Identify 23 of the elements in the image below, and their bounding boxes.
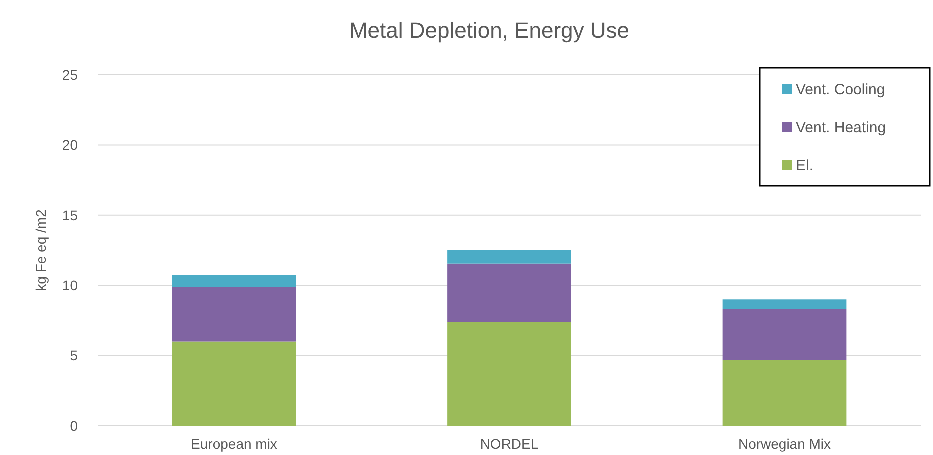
y-tick-label: 25 bbox=[62, 66, 78, 83]
bar bbox=[172, 275, 296, 288]
x-tick-label: NORDEL bbox=[480, 436, 539, 452]
legend-label: El. bbox=[796, 157, 814, 174]
x-tick-label: Norwegian Mix bbox=[738, 436, 832, 452]
y-tick-label: 0 bbox=[70, 418, 78, 434]
bar bbox=[448, 264, 572, 322]
legend-label: Vent. Heating bbox=[796, 119, 886, 136]
bar bbox=[722, 309, 847, 360]
chart-title: Metal Depletion, Energy Use bbox=[349, 18, 630, 43]
y-tick-label: 20 bbox=[62, 137, 78, 154]
bar bbox=[172, 342, 296, 426]
y-tick-label: 5 bbox=[70, 348, 78, 364]
y-tick-label: 15 bbox=[62, 207, 78, 224]
bar bbox=[722, 360, 847, 426]
bar bbox=[448, 250, 572, 264]
bar bbox=[722, 300, 847, 310]
y-tick-label: 10 bbox=[62, 278, 78, 294]
x-tick-label: European mix bbox=[191, 436, 278, 452]
y-axis-title: kg Fe eq /m2 bbox=[33, 209, 49, 292]
bar bbox=[448, 322, 572, 426]
legend-label: Vent. Cooling bbox=[796, 81, 886, 98]
bar bbox=[172, 287, 296, 342]
